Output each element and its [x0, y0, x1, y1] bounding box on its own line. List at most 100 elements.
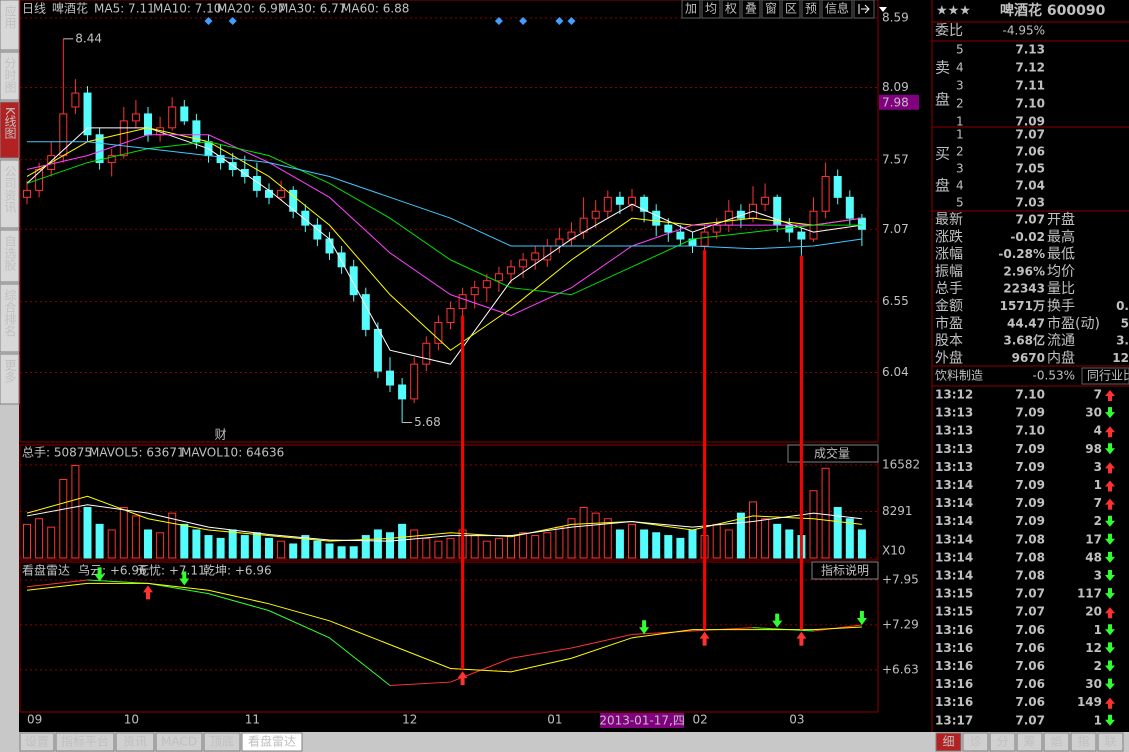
right-tab-label[interactable]: 分 [996, 735, 1008, 749]
level-price: 7.12 [1015, 61, 1045, 75]
toolbar-button[interactable] [781, 0, 801, 19]
right-tab[interactable] [1016, 732, 1043, 752]
trade-time: 13:16 [935, 641, 973, 655]
sidebar-tab-label[interactable]: 分时图 [3, 57, 17, 93]
sidebar-tab[interactable] [0, 0, 20, 51]
bottom-tab-label[interactable]: 资讯 [123, 735, 147, 749]
sidebar-tab-label[interactable]: 综合排名 [3, 289, 17, 337]
right-tab[interactable] [989, 732, 1016, 752]
dropdown-icon[interactable] [879, 7, 887, 12]
trade-volume: 7 [1094, 388, 1102, 402]
signal-arrow [796, 631, 807, 646]
x-tick-label: 01 [547, 713, 562, 727]
sidebar-tab-label[interactable]: 应用 [3, 4, 17, 30]
volume-bar [168, 512, 177, 559]
sidebar-tab-label[interactable]: 公司资讯 [3, 165, 17, 214]
sidebar-tab[interactable] [0, 101, 20, 159]
stat-value: 44.47 [1007, 316, 1045, 330]
right-tab[interactable] [962, 732, 989, 752]
trade-price: 7.09 [1015, 442, 1045, 456]
volume-bar [434, 540, 443, 559]
right-tab-label[interactable]: 细 [942, 735, 954, 749]
sidebar-tab-label[interactable]: K线图 [3, 107, 17, 139]
volume-bar [422, 537, 431, 559]
sidebar-tab-label[interactable]: 自选股 [3, 235, 17, 272]
volume-bar [470, 535, 479, 559]
toolbar-label[interactable]: 加 [685, 2, 697, 16]
toolbar-button[interactable] [721, 0, 741, 19]
toolbar-label[interactable]: 区 [785, 2, 797, 16]
bottom-tab-label[interactable]: 指标平台 [61, 734, 109, 749]
bottom-tab-label[interactable]: MACD [161, 735, 197, 749]
right-tab[interactable] [935, 732, 962, 752]
toolbar-label[interactable]: 窗 [765, 2, 777, 16]
x-tick-label: 11 [245, 713, 260, 727]
volume-bar [386, 532, 394, 559]
bottom-tab-label[interactable]: 看盘雷达 [248, 734, 296, 749]
right-tab[interactable] [1043, 732, 1070, 752]
volume-bar [736, 512, 745, 559]
toolbar-button[interactable] [681, 0, 701, 19]
right-tab-label[interactable]: 焰 [1050, 734, 1062, 749]
bottom-tab-label[interactable]: 顶底 [210, 734, 234, 749]
indicator-help[interactable] [811, 561, 879, 580]
industry-compare[interactable]: 同行业比 [1087, 369, 1129, 383]
signal-arrow [457, 671, 468, 686]
indicator-segment [510, 647, 572, 659]
bottom-tab[interactable] [241, 732, 303, 752]
x-tick-label: 09 [27, 713, 42, 727]
bottom-tab[interactable] [203, 732, 241, 752]
sidebar-tab[interactable] [0, 51, 20, 101]
volume-bar [192, 529, 201, 559]
volume-bar [507, 535, 515, 559]
sidebar-tab[interactable] [0, 353, 20, 405]
indicator-select-label[interactable]: 成交量 [814, 446, 850, 461]
indicator-select[interactable] [787, 444, 879, 463]
stat-label: 流通 [1047, 333, 1075, 349]
signal-diamond [519, 17, 528, 25]
trade-time: 13:17 [935, 713, 973, 727]
bottom-tab[interactable] [155, 732, 203, 752]
bottom-tab-label[interactable]: 设置 [25, 735, 49, 749]
trade-arrow [1105, 462, 1115, 474]
bottom-tab[interactable] [19, 732, 55, 752]
toolbar-button[interactable] [801, 0, 821, 19]
sidebar-tab-label[interactable]: 更多 [3, 359, 17, 384]
sidebar-tab[interactable] [0, 159, 20, 229]
toolbar-label[interactable]: 权 [725, 2, 737, 16]
right-tab-label[interactable]: 联 [1104, 735, 1116, 749]
right-tab-label[interactable]: 指 [1077, 734, 1089, 749]
stat-value: 0. [1116, 299, 1129, 313]
toolbar-button[interactable] [761, 0, 781, 19]
bottom-tab[interactable] [115, 732, 155, 752]
toolbar-button[interactable] [821, 0, 853, 19]
toolbar-button[interactable] [701, 0, 721, 19]
toolbar-label[interactable]: 叠 [745, 2, 757, 16]
indicator-help-label[interactable]: 指标说明 [821, 563, 869, 578]
toolbar-label[interactable]: 预 [805, 2, 817, 16]
trade-price: 7.08 [1015, 550, 1045, 564]
trade-volume: 12 [1085, 641, 1102, 655]
toolbar-button[interactable] [741, 0, 761, 19]
volume-bar [724, 529, 733, 559]
right-tab[interactable] [1097, 732, 1124, 752]
toolbar-label[interactable]: 均 [705, 2, 717, 16]
signal-diamond [567, 17, 576, 25]
toolbar-label[interactable]: 信息 [825, 1, 849, 16]
volume-bar [204, 535, 213, 559]
candle-body [349, 266, 358, 296]
right-tab-label[interactable]: 筹 [1023, 735, 1035, 749]
x-tick-label: 10 [124, 713, 139, 727]
industry-button[interactable] [1081, 367, 1129, 385]
right-tab-label[interactable]: 诊 [969, 735, 981, 749]
sidebar-tab[interactable] [0, 283, 20, 353]
ma-legend: MA60: 6.88 [341, 2, 409, 16]
x-tick-label: 03 [789, 713, 804, 727]
trade-arrow [1105, 407, 1115, 419]
stat-value: -0.28% [998, 247, 1045, 261]
right-tab[interactable] [1070, 732, 1097, 752]
candle-body [252, 175, 261, 191]
bottom-tab[interactable] [55, 732, 115, 752]
sidebar-tab[interactable] [0, 229, 20, 283]
volume-bar [180, 523, 189, 559]
